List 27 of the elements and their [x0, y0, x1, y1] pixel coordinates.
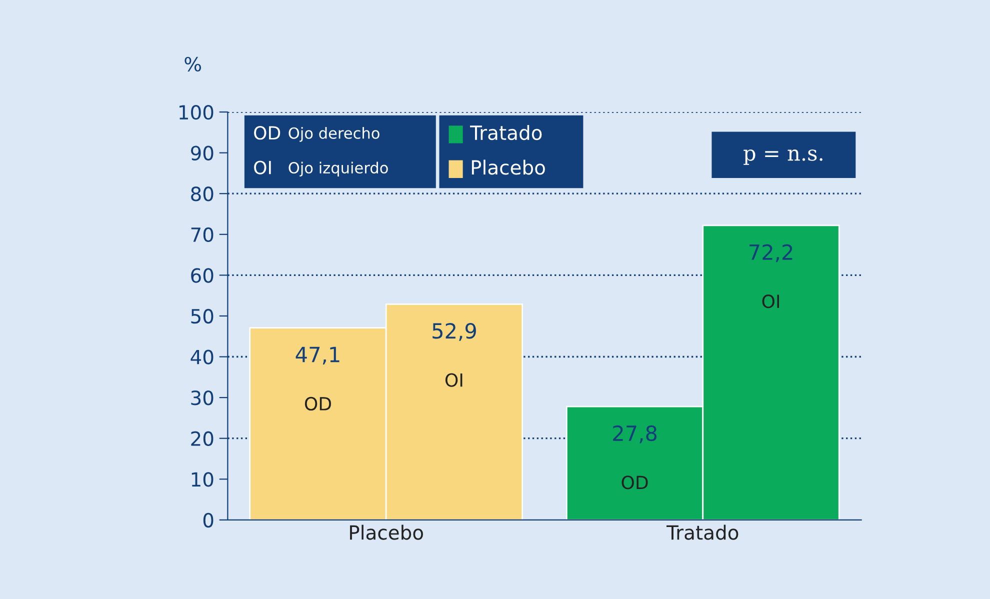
y-tick-label: 0 — [203, 512, 214, 528]
data-label: 52,9 — [432, 322, 476, 341]
annotation: OI — [254, 160, 271, 174]
annotation: p = n.s. — [744, 149, 822, 165]
y-tick-label: 30 — [191, 390, 214, 406]
series-label: OD — [622, 476, 648, 490]
y-tick-label: 80 — [191, 186, 214, 202]
y-tick-label: 90 — [190, 146, 214, 160]
annotation: Ojo derecho — [288, 127, 380, 142]
y-tick-label: 40 — [190, 350, 214, 364]
text: OD — [304, 396, 331, 411]
y-axis-title: % — [184, 56, 202, 72]
y-tick-label: 20 — [191, 431, 214, 446]
annotation: OD — [254, 126, 280, 140]
annotation: Tratado — [470, 125, 542, 140]
annotation: Ojo izquierdo — [288, 162, 388, 177]
series-label: OI — [445, 373, 462, 387]
data-label: 47,1 — [296, 346, 340, 365]
data-label: 27,8 — [613, 425, 657, 444]
data-label: 72,2 — [750, 244, 792, 262]
text: OI — [762, 294, 780, 308]
y-tick-label: 10 — [192, 472, 214, 487]
y-tick-label: 60 — [191, 268, 214, 283]
y-tick-label: 50 — [191, 308, 214, 324]
annotation: Placebo — [472, 160, 545, 175]
y-tick-label: 100 — [180, 104, 214, 120]
y-tick-label: 70 — [191, 227, 214, 242]
